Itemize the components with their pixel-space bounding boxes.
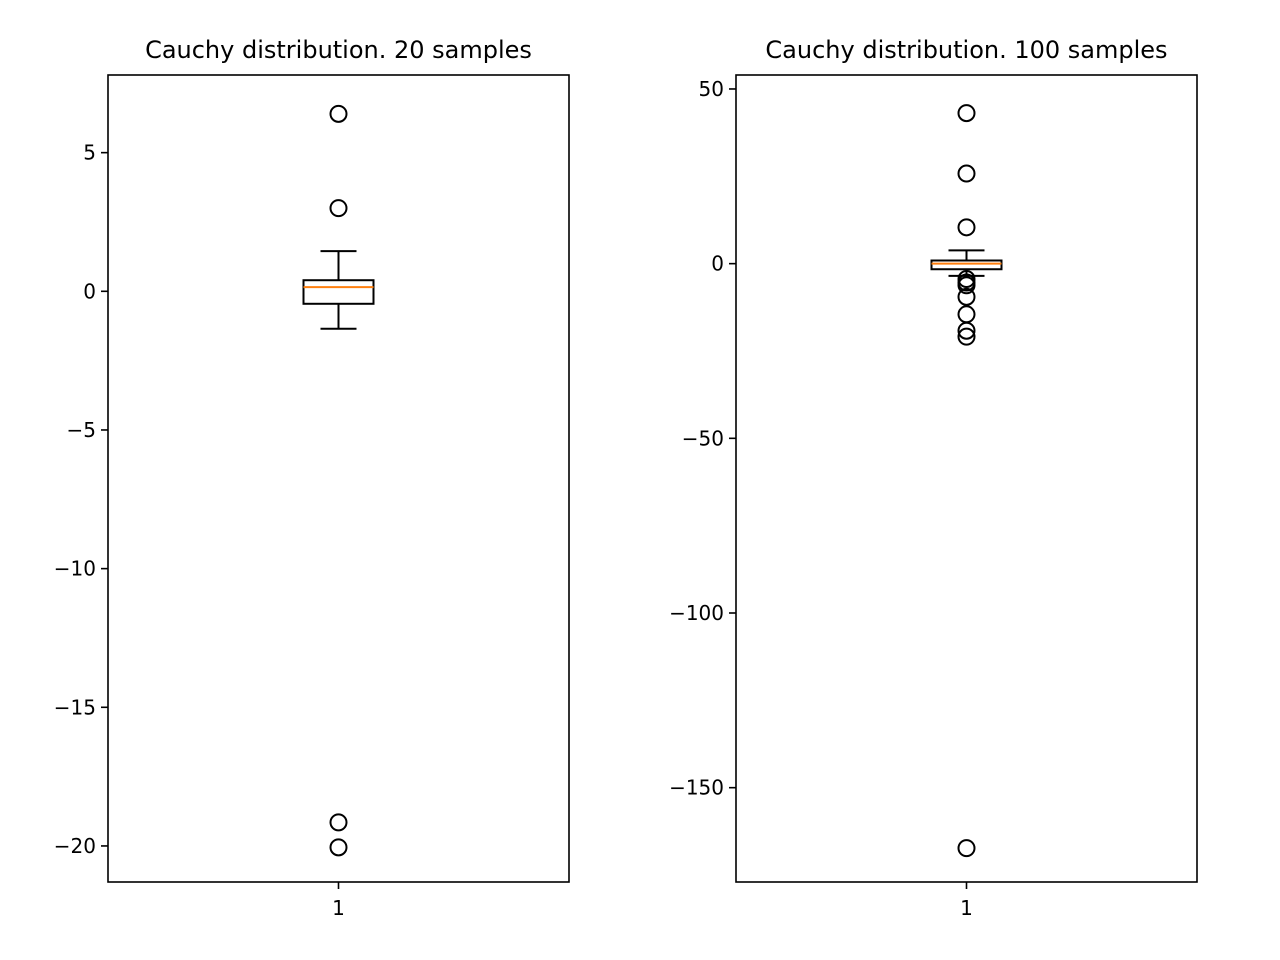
chart-title: Cauchy distribution. 20 samples [145, 36, 532, 64]
outlier-point [957, 218, 976, 237]
plot-area: 50 0 −50 −100 −150 1 [669, 74, 1198, 920]
y-tick-label: −100 [669, 601, 724, 625]
y-tick-label: 0 [83, 279, 96, 303]
subplot-100-samples: Cauchy distribution. 100 samples 50 0 −50 −… [669, 36, 1198, 920]
y-tick-label: −5 [67, 418, 96, 442]
outlier-point [957, 164, 976, 183]
chart-title: Cauchy distribution. 100 samples [765, 36, 1167, 64]
y-tick-label: 5 [83, 141, 96, 165]
outlier-point [957, 321, 976, 340]
outlier-point [329, 813, 348, 832]
outlier-point [957, 287, 976, 306]
subplot-20-samples: Cauchy distribution. 20 samples 5 0 −5 −10 −… [54, 36, 570, 920]
outlier-point [329, 104, 348, 123]
outlier-point [957, 104, 976, 123]
outlier-point [329, 199, 348, 218]
x-tick-label: 1 [332, 896, 345, 920]
plot-area: 5 0 −5 −10 −15 −20 1 [54, 74, 570, 920]
outlier-point [329, 838, 348, 857]
outlier-point [957, 327, 976, 346]
y-tick-label: −10 [54, 557, 96, 581]
outlier-point [957, 276, 976, 295]
y-tick-label: 0 [711, 252, 724, 276]
iqr-box [302, 279, 375, 305]
y-tick-label: 50 [699, 77, 724, 101]
iqr-box [930, 259, 1003, 271]
y-tick-label: −50 [682, 426, 724, 450]
y-tick-label: −15 [54, 695, 96, 719]
outlier-point [957, 839, 976, 858]
y-tick-label: −20 [54, 834, 96, 858]
x-tick-label: 1 [960, 896, 973, 920]
y-tick-label: −150 [669, 776, 724, 800]
